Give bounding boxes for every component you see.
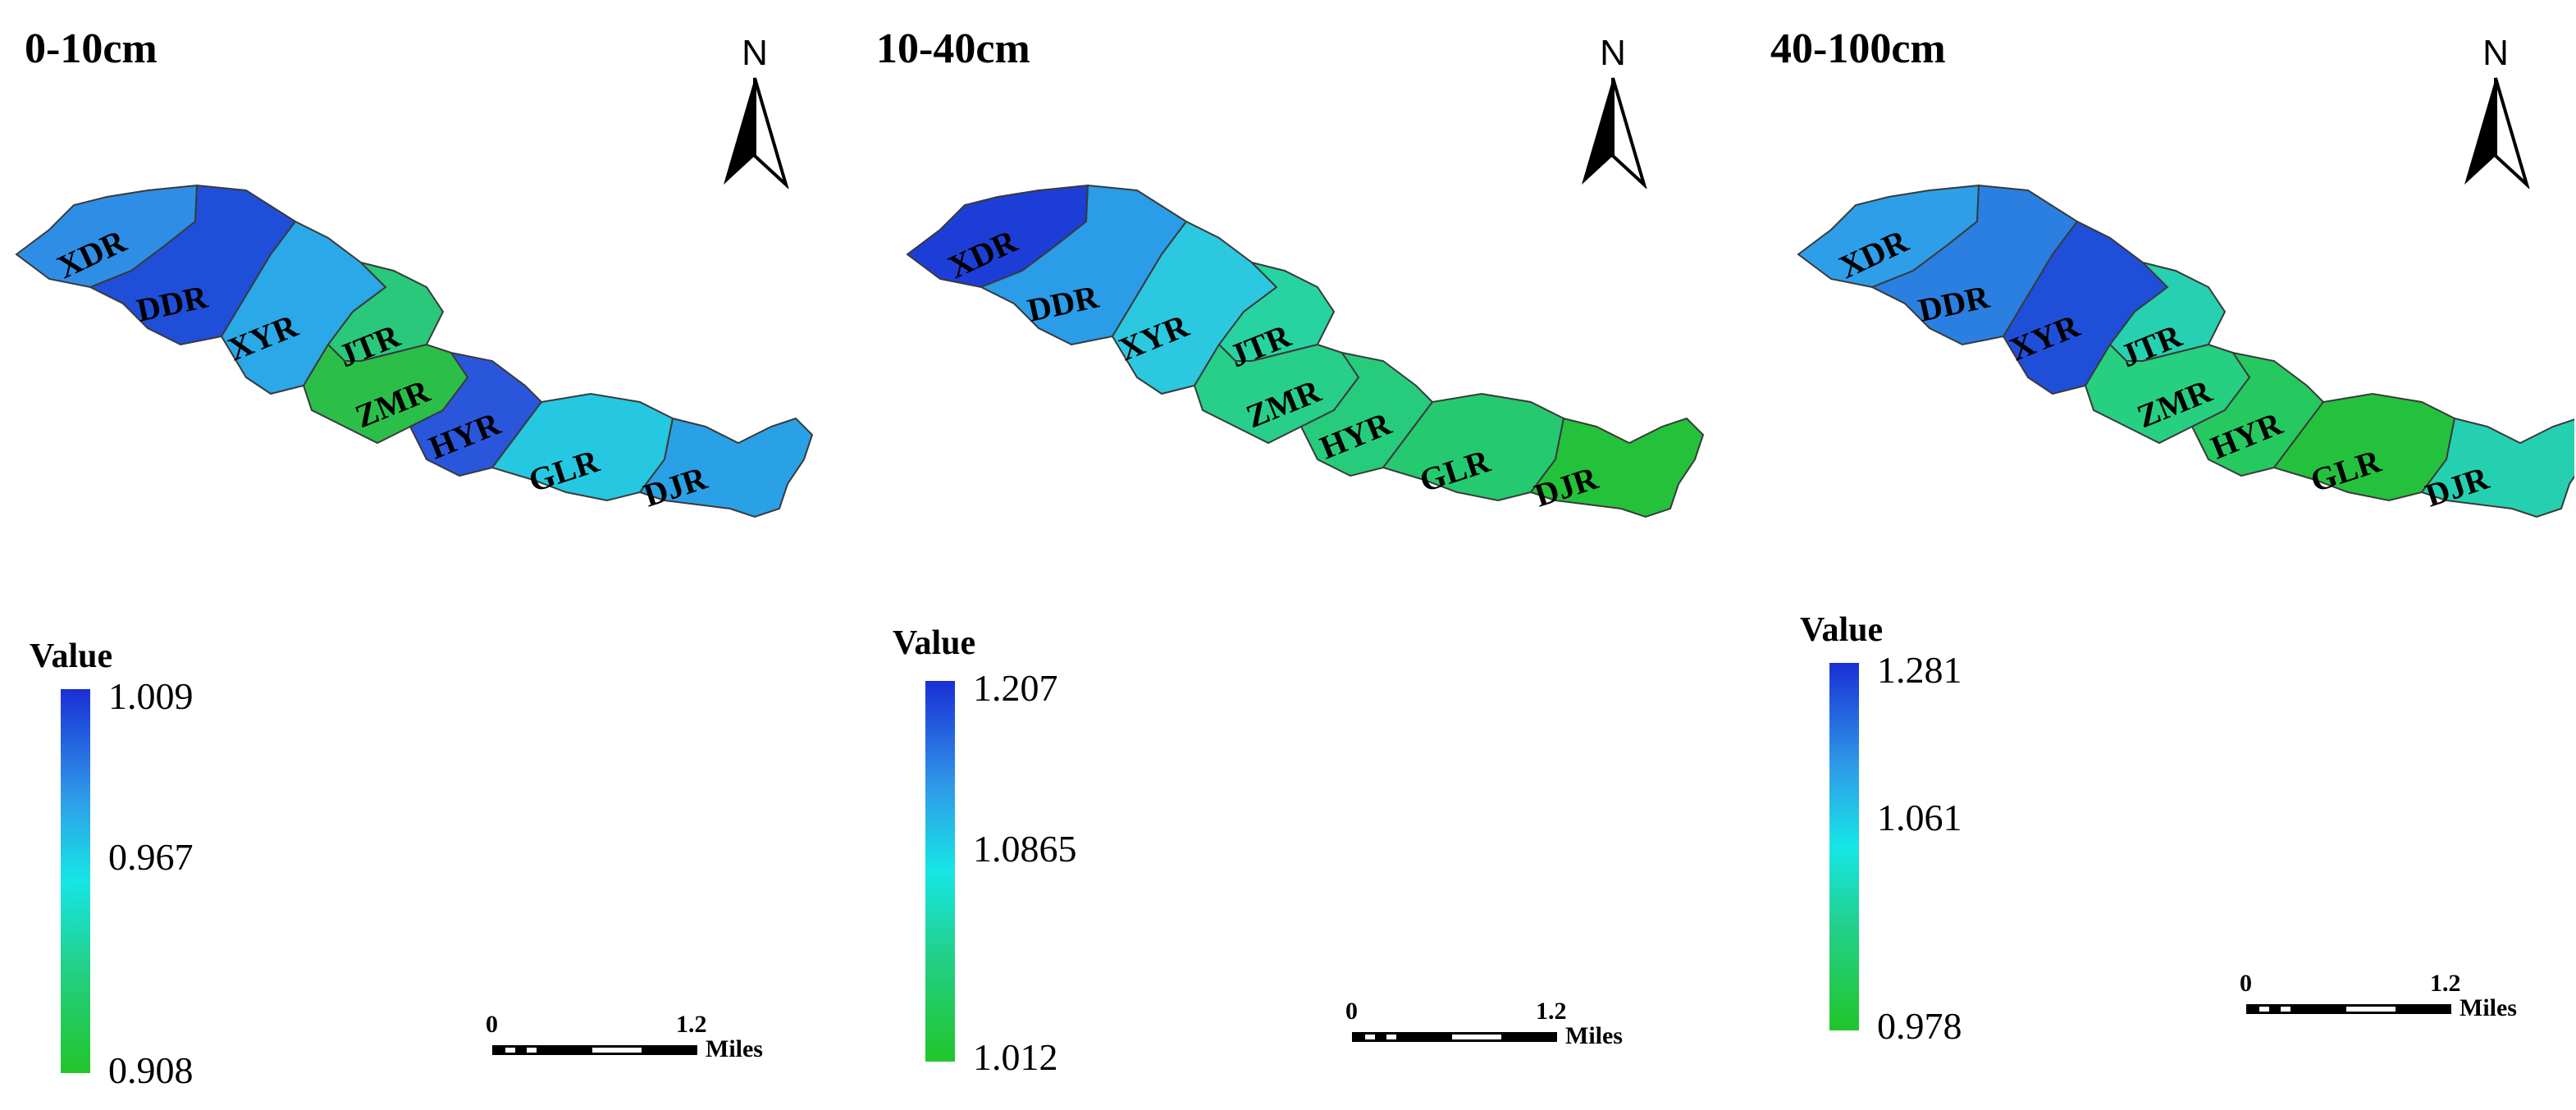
- scale-bar-shape: [492, 1045, 697, 1055]
- north-arrow-icon: N: [2455, 33, 2537, 189]
- legend-tick-max: 1.009: [108, 675, 194, 717]
- scale-bar-shape: [1352, 1032, 1557, 1042]
- legend-tick-max: 1.281: [1877, 649, 1962, 691]
- scale-zero: 0: [1345, 998, 1358, 1025]
- scale-unit: Miles: [1565, 1022, 1623, 1049]
- panel-title: 0-10cm: [25, 25, 158, 72]
- region-glr: [491, 392, 674, 502]
- legend-tick-min: 0.978: [1877, 1005, 1962, 1047]
- color-ramp: [61, 689, 90, 1073]
- legend-tick-mid: 0.967: [108, 836, 194, 878]
- color-ramp: [925, 681, 955, 1062]
- scale-zero: 0: [486, 1011, 498, 1038]
- north-label: N: [2482, 33, 2509, 73]
- map-panel-10-40cm: 10-40cm N XDR DDR XYR JTR ZMR HYR GLR DJR Value…: [858, 0, 1716, 1110]
- panel-title: 10-40cm: [876, 25, 1030, 72]
- legend-tick-max: 1.207: [973, 667, 1058, 709]
- scale-zero: 0: [2240, 970, 2252, 997]
- panel-title: 40-100cm: [1770, 25, 1946, 72]
- scale-bar: 0 1.2 Miles: [2240, 970, 2517, 1021]
- scale-unit: Miles: [706, 1035, 763, 1062]
- scale-bar-shape: [2246, 1004, 2451, 1014]
- map-panel-40-100cm: 40-100cm N XDR DDR XYR JTR ZMR HYR GLR DJR Valu…: [1716, 0, 2574, 1110]
- region-djr: [638, 417, 814, 518]
- legend-tick-mid: 1.061: [1877, 797, 1962, 838]
- north-label: N: [1600, 33, 1626, 73]
- legend-tick-min: 0.908: [108, 1049, 194, 1091]
- region-glr: [1382, 392, 1565, 502]
- north-arrow-icon: N: [1572, 33, 1654, 189]
- map-panel-0-10cm: 0-10cm N XDR DDR XYR JTR ZMR HYR GLR DJR Value …: [0, 0, 858, 1110]
- region-djr: [1529, 417, 1705, 518]
- scale-max: 1.2: [1536, 998, 1567, 1025]
- scale-max: 1.2: [2430, 970, 2461, 997]
- north-arrow-shape: [1582, 77, 1647, 189]
- color-ramp: [1829, 663, 1859, 1030]
- north-label: N: [742, 33, 768, 73]
- scale-bar: 0 1.2 Miles: [1345, 998, 1623, 1049]
- north-arrow-shape: [2464, 77, 2530, 189]
- scale-max: 1.2: [676, 1011, 707, 1038]
- legend-tick-min: 1.012: [973, 1036, 1058, 1078]
- scale-unit: Miles: [2460, 994, 2517, 1021]
- region-glr: [2272, 392, 2456, 502]
- north-arrow-icon: N: [714, 33, 796, 189]
- region-djr: [2420, 417, 2574, 518]
- north-arrow-shape: [724, 77, 789, 189]
- legend-title: Value: [893, 624, 976, 662]
- scale-bar: 0 1.2 Miles: [486, 1011, 763, 1062]
- legend-tick-mid: 1.0865: [973, 828, 1077, 870]
- legend-title: Value: [1800, 611, 1884, 649]
- legend-title: Value: [30, 637, 113, 675]
